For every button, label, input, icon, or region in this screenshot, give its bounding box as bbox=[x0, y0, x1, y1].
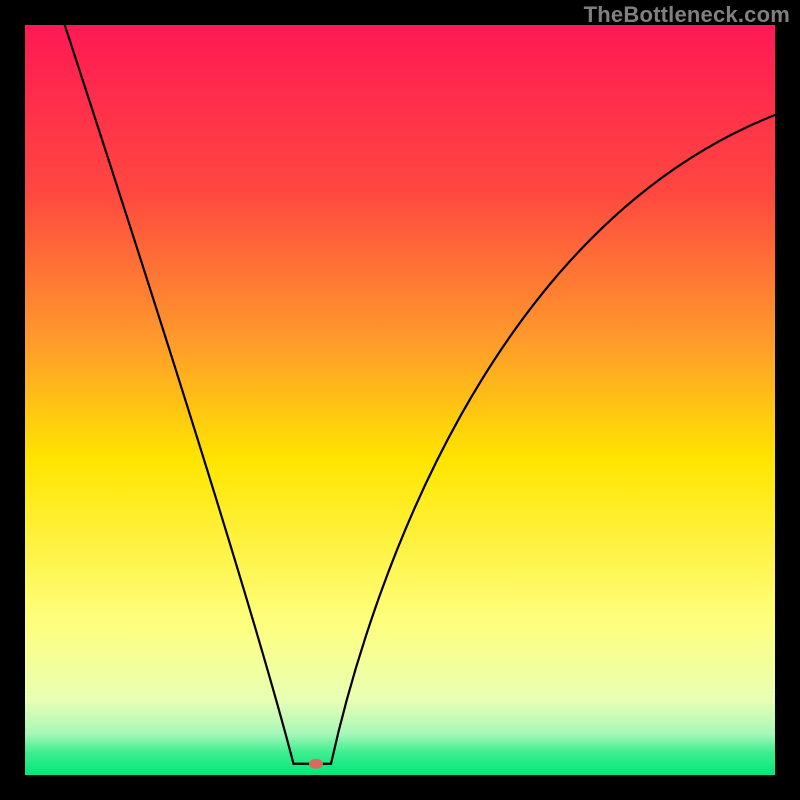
plot-area bbox=[25, 25, 775, 775]
chart-frame: TheBottleneck.com bbox=[0, 0, 800, 800]
gradient-background bbox=[25, 25, 775, 775]
watermark-text: TheBottleneck.com bbox=[584, 2, 790, 28]
plot-svg bbox=[25, 25, 775, 775]
optimal-point-marker bbox=[309, 759, 323, 769]
